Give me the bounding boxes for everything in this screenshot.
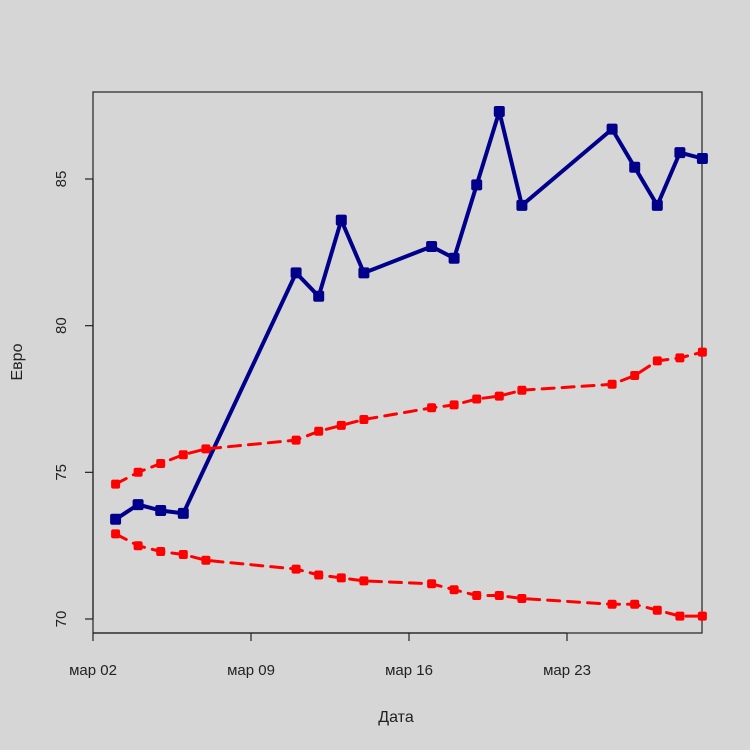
x-tick-label: мар 16 [385, 662, 433, 679]
data-point [313, 290, 325, 302]
data-point [493, 106, 505, 117]
data-point [336, 573, 346, 583]
data-point [156, 459, 166, 468]
data-point [335, 214, 347, 226]
data-point [156, 547, 166, 556]
data-point [426, 241, 438, 252]
data-point [630, 599, 640, 609]
data-point [177, 507, 189, 519]
data-point [132, 499, 144, 511]
series-3 [111, 529, 707, 621]
data-point [675, 353, 685, 363]
x-tick-label: мар 09 [227, 662, 275, 679]
data-point [201, 555, 211, 565]
data-point [133, 541, 143, 551]
data-point [697, 347, 707, 357]
data-point [630, 371, 640, 380]
data-point [652, 605, 662, 615]
y-tick-label: 75 [53, 464, 70, 481]
data-point [516, 199, 528, 211]
series-2 [111, 347, 707, 489]
data-point [358, 267, 370, 279]
data-point [517, 385, 527, 395]
data-point [448, 252, 460, 264]
data-point [110, 513, 122, 525]
data-point [449, 585, 459, 595]
data-point [607, 379, 617, 389]
data-point [133, 467, 143, 477]
data-point [111, 479, 121, 489]
series-1 [110, 106, 708, 525]
data-point [155, 505, 167, 516]
data-point [359, 576, 369, 586]
data-point [178, 550, 188, 559]
data-point [696, 153, 708, 164]
data-point [629, 161, 641, 173]
data-point [517, 594, 527, 603]
data-point [675, 611, 685, 621]
data-point [606, 123, 618, 135]
data-point [494, 391, 504, 401]
y-tick-label: 80 [53, 317, 70, 334]
series-line [114, 350, 704, 486]
data-point [697, 611, 707, 621]
data-point [201, 444, 211, 454]
x-tick-label: мар 23 [543, 662, 591, 679]
data-point [652, 356, 662, 366]
data-point [290, 267, 302, 279]
data-point [472, 394, 482, 404]
data-point [607, 599, 617, 609]
data-point [449, 400, 459, 410]
series-line [113, 109, 705, 522]
data-point [314, 426, 324, 436]
data-point [291, 564, 301, 574]
data-point [291, 435, 301, 445]
series-layer [110, 106, 708, 621]
data-point [472, 591, 482, 600]
data-point [651, 199, 663, 211]
y-tick-label: 70 [53, 611, 70, 628]
data-point [178, 450, 188, 460]
data-point [427, 579, 437, 589]
y-axis-title: Евро [9, 343, 26, 380]
x-axis: мар 02 мар 09 мар 16 мар 23 [69, 632, 591, 679]
x-tick-label: мар 02 [69, 662, 117, 679]
data-point [471, 179, 483, 191]
data-point [494, 591, 504, 600]
x-axis-title: Дата [378, 709, 414, 726]
data-point [111, 529, 121, 539]
y-axis: 70 75 80 85 [53, 171, 94, 628]
data-point [427, 403, 437, 413]
data-point [336, 420, 346, 430]
data-point [674, 147, 686, 159]
data-point [314, 570, 324, 580]
y-tick-label: 85 [53, 171, 70, 188]
data-point [359, 415, 369, 424]
